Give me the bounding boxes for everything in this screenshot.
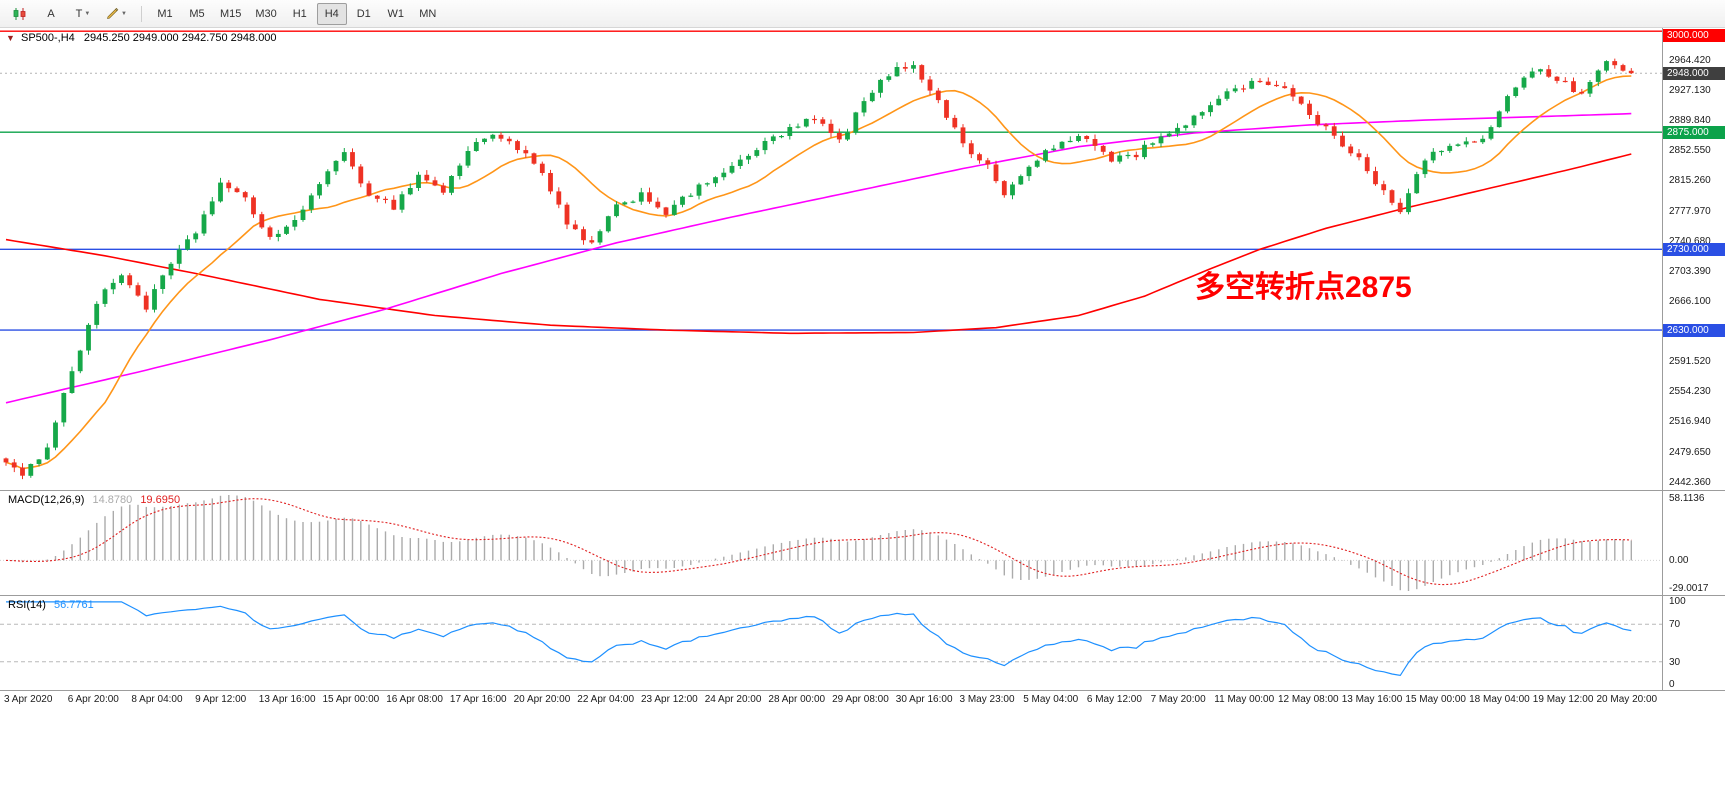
macd-indicator-panel[interactable] (0, 491, 1662, 595)
time-axis-label: 3 May 23:00 (959, 694, 1015, 705)
rsi-axis-label: 70 (1669, 619, 1681, 631)
price-axis-label: 2815.260 (1669, 175, 1711, 187)
main-price-chart[interactable] (0, 28, 1662, 490)
timeframe-button-m1[interactable]: M1 (157, 7, 173, 20)
panel-separator[interactable] (0, 595, 1725, 596)
timeframe-button-d1[interactable]: D1 (356, 7, 371, 20)
macd-axis-label: -29.0017 (1669, 583, 1709, 594)
chart-type-icon[interactable] (4, 3, 34, 25)
time-axis-label: 8 Apr 04:00 (131, 694, 183, 705)
macd-signal-value: 19.6950 (140, 494, 181, 506)
timeframe-button-m30[interactable]: M30 (255, 7, 277, 20)
time-axis-label: 12 May 08:00 (1278, 694, 1339, 705)
price-axis-label: 2740.680 (1669, 235, 1711, 247)
price-axis-label: 2852.550 (1669, 145, 1711, 157)
timeframe-button-mn[interactable]: MN (419, 7, 437, 20)
panel-separator[interactable] (0, 490, 1725, 491)
price-axis-label: 2889.840 (1669, 115, 1711, 127)
time-axis-label: 28 Apr 00:00 (768, 694, 826, 705)
time-axis-label: 6 May 12:00 (1086, 694, 1142, 705)
price-marker-2730.000: 2730.000 (1663, 242, 1725, 256)
rsi-axis-label: 100 (1669, 596, 1686, 607)
price-axis-label: 2442.360 (1669, 476, 1711, 488)
time-axis-label: 18 May 04:00 (1469, 694, 1530, 705)
time-axis-label: 6 Apr 20:00 (67, 694, 119, 705)
price-axis-label: 2666.100 (1669, 295, 1711, 307)
time-axis-label: 16 Apr 08:00 (386, 694, 443, 705)
quick-chart-menu-icon[interactable]: ▼ (6, 33, 15, 43)
timeframe-button-m5[interactable]: M5 (189, 7, 205, 20)
time-axis-label: 29 Apr 08:00 (832, 694, 889, 705)
time-axis-label: 5 May 04:00 (1023, 694, 1079, 705)
time-axis-label: 20 May 20:00 (1596, 694, 1658, 705)
macd-label: MACD(12,26,9) 14.8780 19.6950 (8, 494, 180, 506)
chart-title: ▼ SP500-,H4 2945.250 2949.000 2942.750 2… (6, 32, 277, 44)
macd-axis-label: 0.00 (1669, 555, 1689, 567)
price-marker-2630.000: 2630.000 (1663, 323, 1725, 337)
price-axis-label: 2479.650 (1669, 446, 1711, 458)
price-marker-3000.000: 3000.000 (1663, 28, 1725, 42)
time-axis-label: 13 Apr 16:00 (258, 694, 316, 705)
price-axis-label: 2554.230 (1669, 386, 1711, 398)
price-axis-separator (1662, 28, 1663, 690)
price-axis-label: 2777.970 (1669, 205, 1711, 217)
time-axis-label: 11 May 00:00 (1214, 694, 1275, 705)
time-axis-label: 7 May 20:00 (1150, 694, 1206, 705)
price-axis-label: 2964.420 (1669, 54, 1711, 66)
price-marker-2948.000: 2948.000 (1663, 66, 1725, 80)
macd-name: MACD(12,26,9) (8, 494, 85, 506)
symbol-period-label: SP500-,H4 (20, 32, 75, 44)
time-axis-label: 15 May 00:00 (1405, 694, 1466, 705)
time-axis-label: 3 Apr 2020 (4, 694, 53, 705)
time-axis-label: 17 Apr 16:00 (449, 694, 507, 705)
macd-main-value: 14.8780 (92, 494, 133, 506)
time-axis-label: 23 Apr 12:00 (641, 694, 698, 705)
time-axis-label: 20 Apr 20:00 (513, 694, 571, 705)
price-marker-2875.000: 2875.000 (1663, 125, 1725, 139)
time-axis[interactable]: 3 Apr 2020 6 Apr 20:00 8 Apr 04:00 9 Apr 12… (0, 691, 1662, 713)
price-axis-label: 2591.520 (1669, 356, 1711, 368)
macd-axis-label: 58.1136 (1669, 493, 1705, 504)
time-axis-label: 24 Apr 20:00 (704, 694, 762, 705)
timeframe-button-h4[interactable]: H4 (316, 2, 347, 25)
price-axis-label: 2703.390 (1669, 265, 1711, 277)
timeframe-button-h1[interactable]: H1 (292, 7, 307, 20)
text-tool-button[interactable]: T ▼ (75, 7, 91, 20)
price-axis-label: 2516.940 (1669, 416, 1711, 428)
time-axis-separator (0, 690, 1725, 691)
chart-annotation-text[interactable]: 多空转折点2875 (1195, 271, 1412, 304)
rsi-label: RSI(14) 56.7761 (8, 599, 94, 611)
rsi-value: 56.7761 (53, 599, 94, 611)
rsi-indicator-panel[interactable] (0, 596, 1662, 690)
time-axis-label: 9 Apr 12:00 (195, 694, 247, 705)
toolbar-separator (140, 5, 142, 22)
time-axis-label: 15 Apr 00:00 (322, 694, 380, 705)
rsi-name: RSI(14) (8, 599, 46, 611)
rsi-axis-label: 0 (1669, 679, 1675, 690)
timeframe-button-w1[interactable]: W1 (387, 7, 405, 20)
time-axis-label: 22 Apr 04:00 (577, 694, 635, 705)
time-axis-label: 13 May 16:00 (1341, 694, 1403, 705)
price-axis[interactable]: 2964.420 2927.130 2889.840 2852.550 2815.260… (1663, 28, 1725, 690)
time-axis-label: 19 May 12:00 (1532, 694, 1594, 705)
timeframe-button-m15[interactable]: M15 (219, 7, 242, 20)
rsi-axis-label: 30 (1669, 656, 1681, 668)
time-axis-label: 30 Apr 16:00 (895, 694, 953, 705)
chart-toolbar: A T ▼ ▼ M1 M5 M15 M30 H1 H4 D1 W1 MN (0, 0, 1725, 28)
price-axis-label: 2927.130 (1669, 85, 1711, 97)
font-tool-button[interactable]: A (47, 7, 55, 20)
ohlc-values: 2945.250 2949.000 2942.750 2948.000 (83, 32, 277, 44)
draw-tool-button[interactable]: ▼ (100, 3, 133, 25)
